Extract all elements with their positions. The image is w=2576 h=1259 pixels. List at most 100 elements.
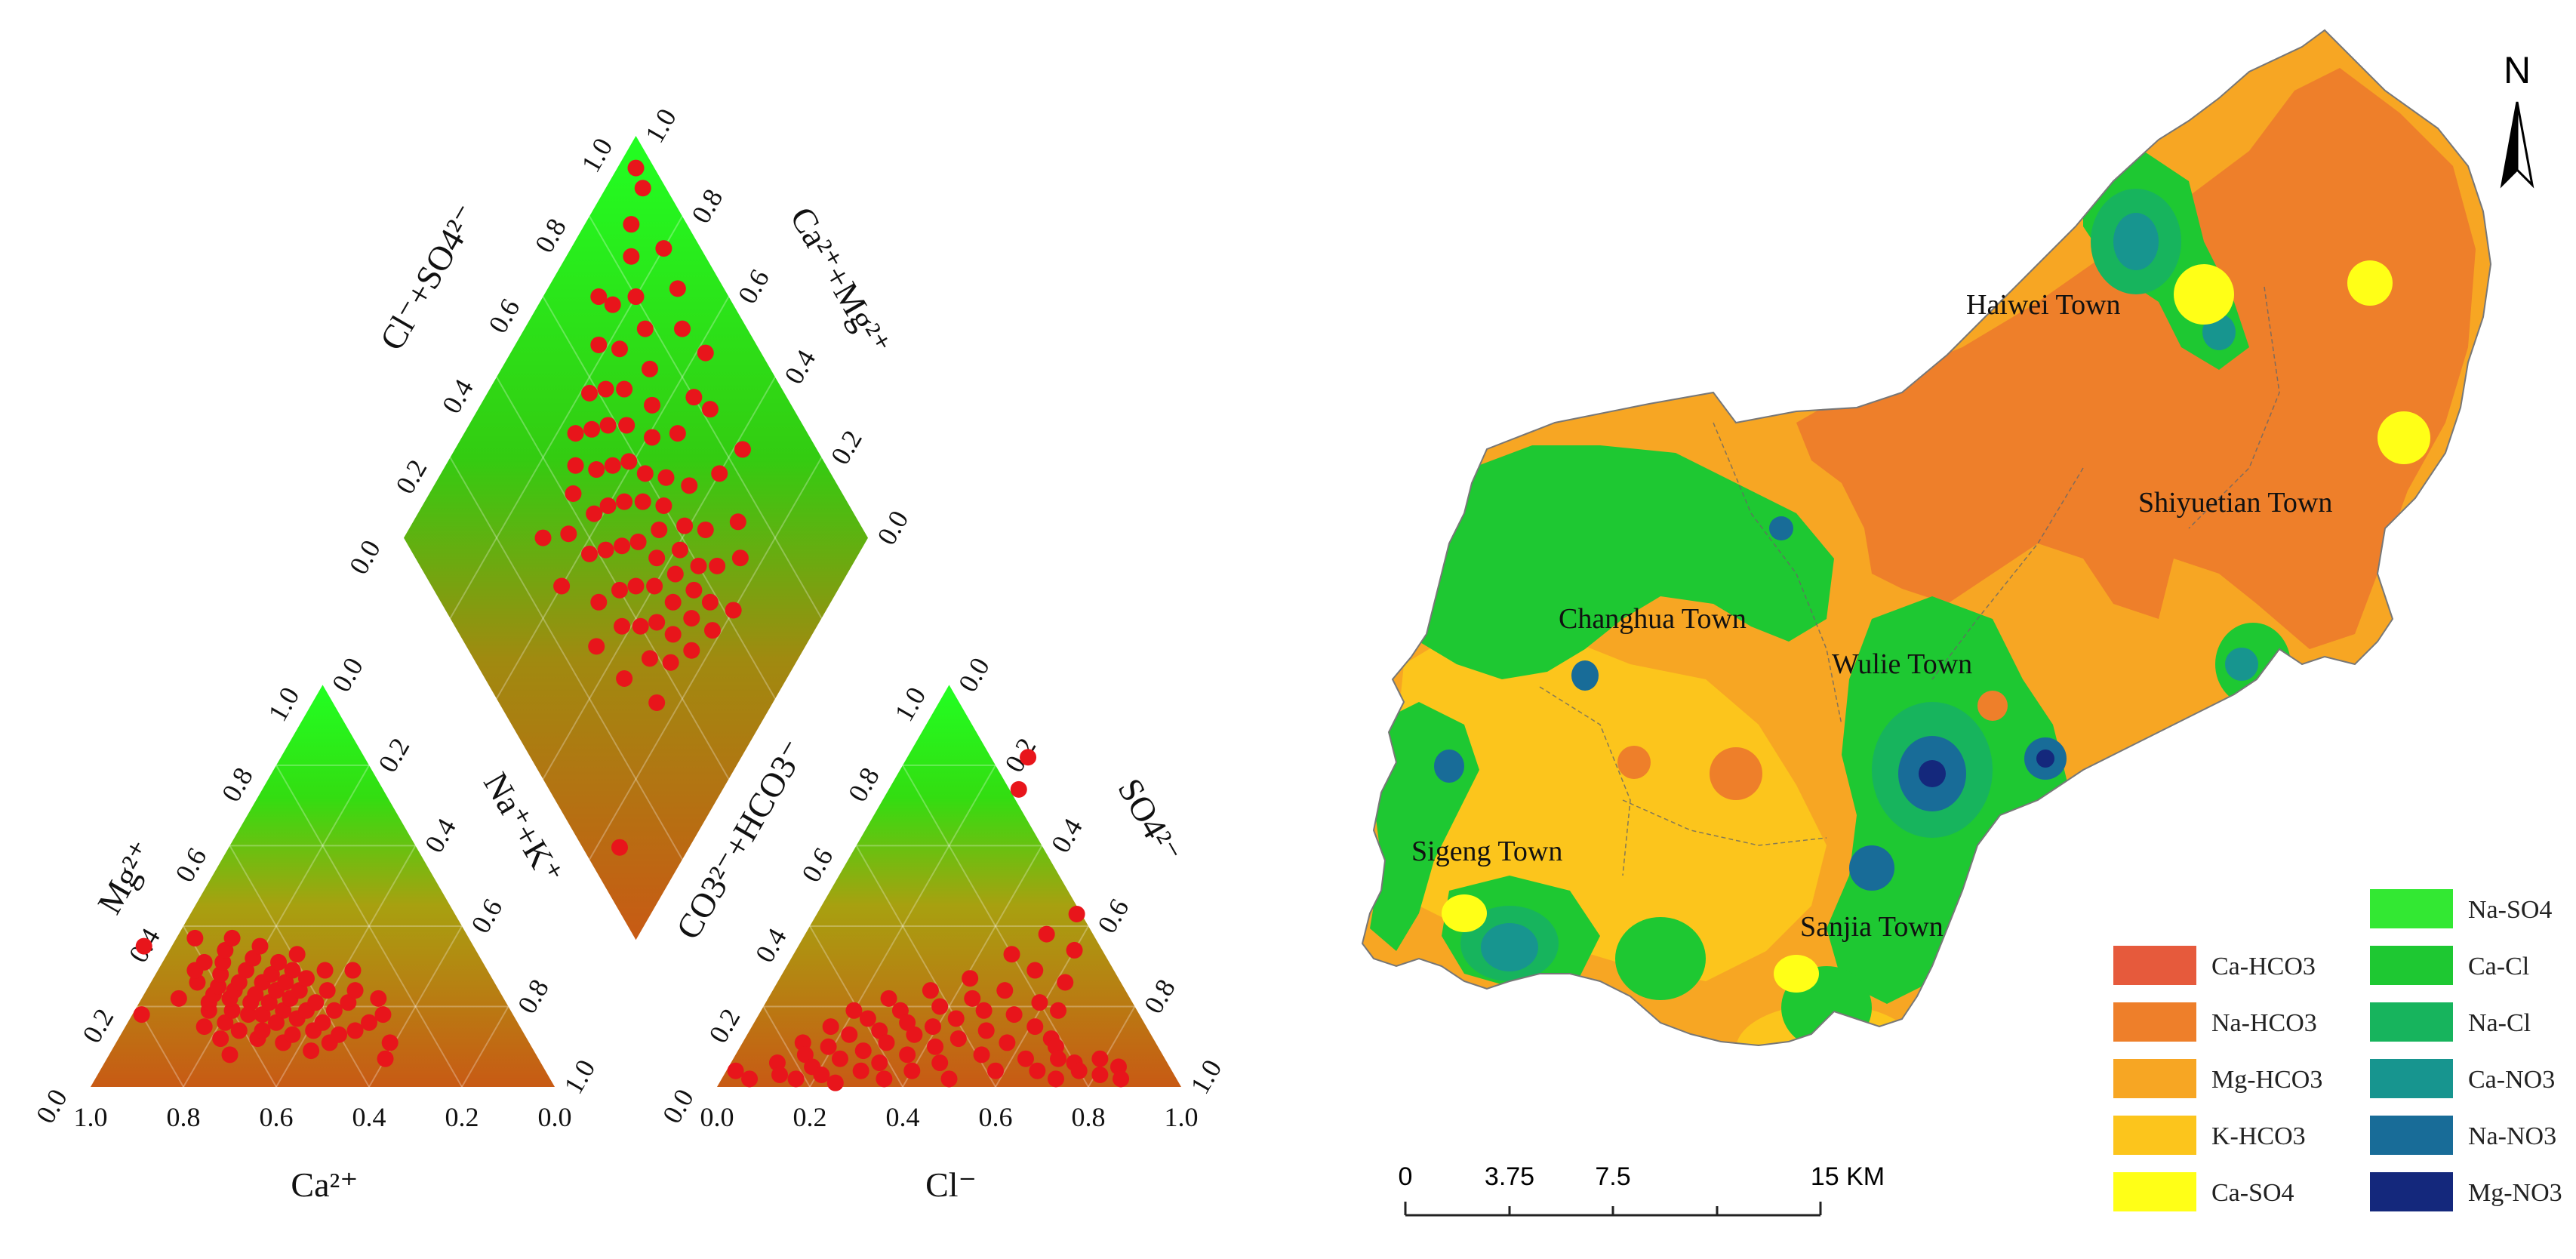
scale-label-3-75: 3.75 bbox=[1485, 1162, 1534, 1191]
grid-line bbox=[449, 216, 683, 619]
anion-sample-point bbox=[1070, 1062, 1088, 1079]
tick-label: 1.0 bbox=[1165, 1102, 1199, 1132]
tick-label: 0.4 bbox=[352, 1102, 386, 1132]
cation-sample-point bbox=[270, 953, 288, 971]
town-shiyuetian: Shiyuetian Town bbox=[2138, 487, 2332, 519]
diamond-sample-point bbox=[567, 425, 584, 442]
grid-line bbox=[589, 457, 823, 860]
tick-label: 0.4 bbox=[749, 923, 792, 968]
diamond-sample-point bbox=[683, 610, 700, 627]
diamond-sample-point bbox=[655, 240, 672, 257]
cation-sample-point bbox=[319, 982, 336, 999]
piper-diagram: 1.00.80.60.40.20.00.00.20.40.60.81.00.00… bbox=[30, 103, 1228, 1204]
cation-sample-point bbox=[307, 994, 325, 1011]
diamond-sample-point bbox=[729, 513, 746, 531]
town-wulie: Wulie Town bbox=[1832, 648, 1972, 680]
diamond-sample-point bbox=[599, 417, 617, 434]
tick-label: 0.8 bbox=[512, 974, 555, 1019]
grid-line bbox=[275, 765, 463, 1088]
anion-sample-point bbox=[1050, 1050, 1067, 1067]
legend-swatch-na-so4 bbox=[2370, 889, 2453, 928]
zone-ca-hco3-3 bbox=[1991, 874, 2024, 907]
anion-sample-point bbox=[1029, 1062, 1046, 1079]
legend-label: Ca-SO4 bbox=[2211, 1179, 2294, 1207]
cation-sample-point bbox=[254, 1022, 271, 1039]
cation-sample-point bbox=[374, 1006, 392, 1024]
anion-sample-point bbox=[1057, 974, 1074, 991]
anion-sample-point bbox=[1005, 1006, 1023, 1024]
anion-sample-point bbox=[1031, 994, 1048, 1011]
diamond-sample-point bbox=[664, 626, 682, 643]
legend-swatch-ca-cl bbox=[2370, 946, 2453, 985]
anion-sample-point bbox=[820, 1038, 837, 1055]
north-arrow-icon: N bbox=[2500, 49, 2534, 189]
diamond-sample-point bbox=[641, 650, 658, 667]
diamond-sample-point bbox=[604, 296, 621, 313]
axis-label-camg: Ca²⁺+Mg²⁺ bbox=[783, 200, 898, 362]
zone-ca-hco3-1 bbox=[1710, 747, 1762, 800]
anion-sample-point bbox=[871, 1022, 888, 1039]
anion-sample-point bbox=[1050, 1002, 1067, 1019]
cation-sample-point bbox=[221, 1046, 239, 1064]
cation-sample-point bbox=[284, 962, 301, 979]
diamond-sample-point bbox=[590, 336, 608, 353]
anion-sample-point bbox=[899, 1014, 916, 1031]
tick-label: 0.0 bbox=[700, 1102, 734, 1132]
diamond-sample-point bbox=[731, 549, 749, 567]
diamond-sample-point bbox=[709, 557, 726, 574]
anion-sample-point bbox=[891, 1002, 909, 1019]
anion-sample-point bbox=[826, 1074, 844, 1091]
cation-sample-point bbox=[275, 1002, 292, 1019]
legend-swatch-k-hco3 bbox=[2113, 1116, 2196, 1155]
cation-sample-point bbox=[186, 929, 204, 947]
legend-label: Ca-NO3 bbox=[2468, 1066, 2555, 1094]
tick-label: 0.6 bbox=[796, 842, 839, 887]
diamond-sample-point bbox=[620, 453, 638, 470]
zone-ca-hco3-4 bbox=[1977, 691, 2008, 721]
tick-label: 0.4 bbox=[1045, 813, 1088, 857]
zone-ca-no3-1 bbox=[2113, 213, 2159, 270]
grid-line bbox=[496, 377, 730, 780]
anion-sample-point bbox=[787, 1070, 805, 1088]
anion-sample-point bbox=[1091, 1067, 1109, 1084]
diamond-sample-point bbox=[611, 839, 628, 856]
diamond-sample-point bbox=[534, 529, 552, 546]
diamond-sample-point bbox=[703, 622, 721, 639]
legend-label: Na-HCO3 bbox=[2211, 1009, 2317, 1037]
cation-sample-point bbox=[217, 941, 234, 959]
legend-label: Na-Cl bbox=[2468, 1009, 2531, 1037]
town-haiwei: Haiwei Town bbox=[1966, 289, 2121, 321]
diamond-sample-point bbox=[553, 577, 571, 595]
cation-sample-point bbox=[291, 982, 308, 999]
diamond-sample-point bbox=[734, 441, 751, 458]
legend-swatch-na-hco3 bbox=[2113, 1002, 2196, 1042]
zone-na-no3-6 bbox=[1769, 516, 1793, 540]
tick-label: 0.0 bbox=[326, 652, 369, 697]
diamond-sample-point bbox=[581, 384, 598, 402]
cation-sample-point bbox=[251, 937, 269, 955]
diamond-sample-point bbox=[616, 670, 633, 688]
cation-sample-point bbox=[170, 990, 187, 1007]
anion-sample-point bbox=[927, 1038, 944, 1055]
anion-sample-point bbox=[1003, 946, 1020, 963]
diamond-sample-point bbox=[627, 159, 645, 177]
legend-swatch-ca-so4 bbox=[2113, 1172, 2196, 1211]
grid-line bbox=[589, 216, 823, 619]
town-sanjia: Sanjia Town bbox=[1800, 911, 1944, 943]
tick-label: 0.6 bbox=[260, 1102, 294, 1132]
diamond-sample-point bbox=[618, 417, 636, 434]
diamond-sample-point bbox=[662, 654, 679, 671]
cation-sample-point bbox=[297, 970, 315, 987]
diamond-sample-point bbox=[560, 525, 577, 543]
diamond-sample-point bbox=[657, 469, 675, 486]
diamond-sample-point bbox=[681, 477, 698, 494]
legend-swatch-ca-hco3 bbox=[2113, 946, 2196, 985]
tick-label: 1.0 bbox=[74, 1102, 108, 1132]
cation-sample-point bbox=[316, 962, 334, 979]
diamond-sample-point bbox=[697, 521, 714, 538]
grid-line bbox=[809, 765, 996, 1088]
tick-label: 0.6 bbox=[979, 1102, 1013, 1132]
tick-label: 0.2 bbox=[445, 1102, 479, 1132]
cation-sample-point bbox=[284, 1026, 301, 1043]
